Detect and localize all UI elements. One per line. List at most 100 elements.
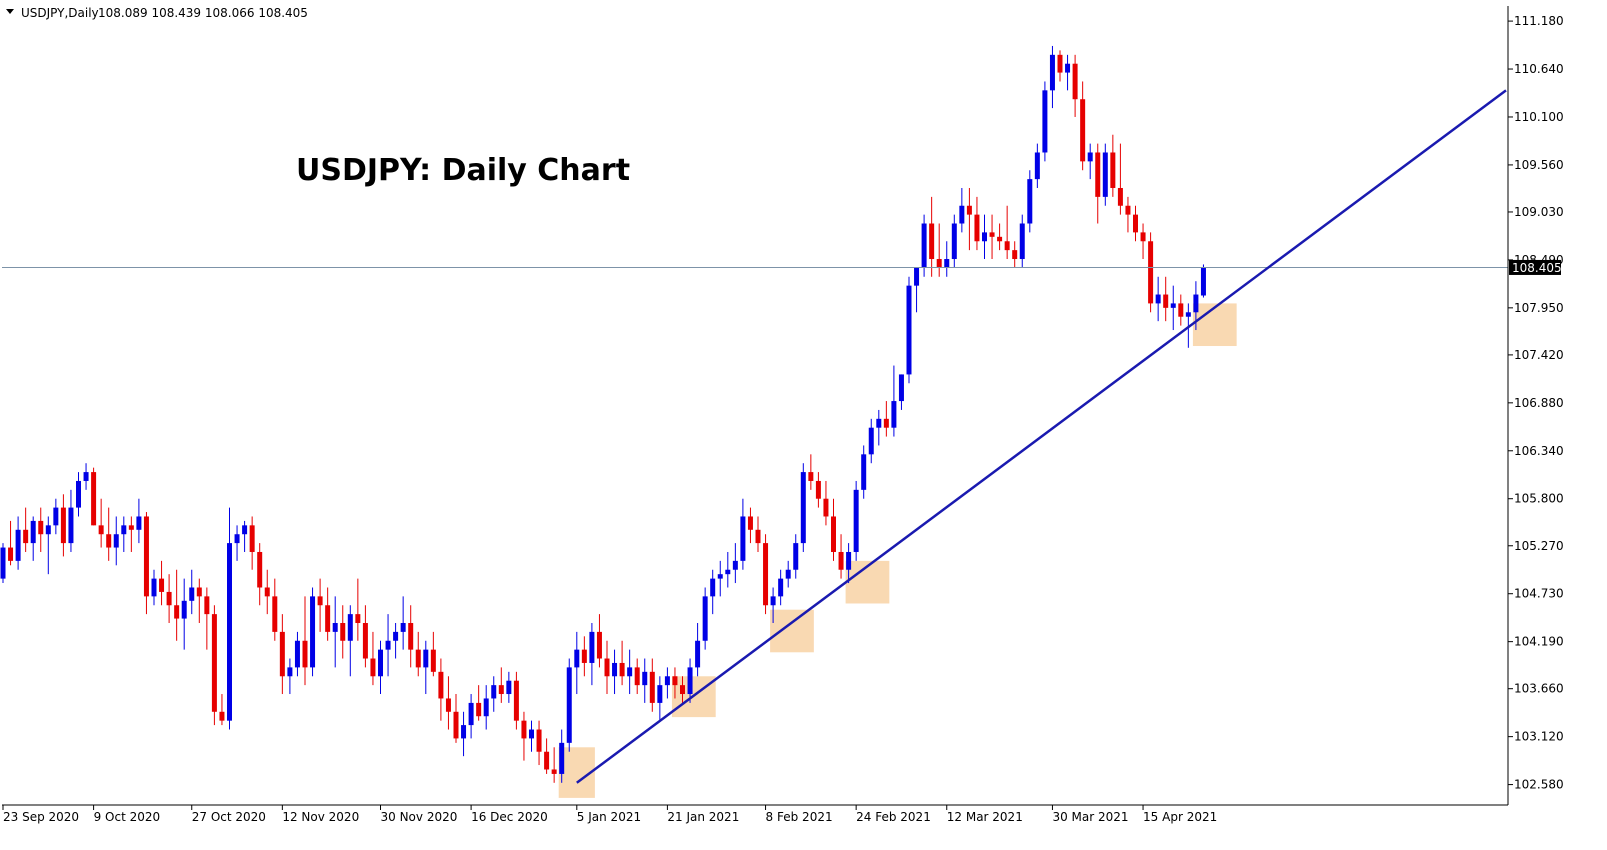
candle xyxy=(378,640,383,695)
candle xyxy=(997,223,1003,251)
candle-body xyxy=(717,574,723,579)
candle-body xyxy=(113,534,119,548)
candle xyxy=(559,729,565,783)
candle-body xyxy=(1049,54,1055,91)
candle-body xyxy=(355,614,361,624)
candle xyxy=(76,472,81,517)
candle-body xyxy=(0,547,6,579)
candle xyxy=(211,605,217,726)
price-scale-bg xyxy=(1508,0,1607,850)
candle xyxy=(1170,285,1176,331)
candle-body xyxy=(619,662,625,677)
candle xyxy=(332,596,338,668)
candle xyxy=(294,631,300,677)
candle xyxy=(1117,143,1123,215)
candle xyxy=(181,578,187,650)
candle xyxy=(853,480,859,561)
candle xyxy=(740,498,746,570)
candle-body xyxy=(83,472,89,481)
candle xyxy=(302,596,308,686)
y-tick-label: 110.100 xyxy=(1514,110,1564,124)
candle-body xyxy=(793,543,799,570)
candle-body xyxy=(513,680,519,721)
candle xyxy=(272,578,278,641)
candle-body xyxy=(966,205,972,215)
y-tick-label: 109.030 xyxy=(1514,205,1564,219)
candle xyxy=(15,516,21,570)
candle-body xyxy=(551,769,557,774)
candle xyxy=(566,658,572,752)
candle-body xyxy=(747,516,753,530)
candle xyxy=(1155,276,1161,322)
candle-body xyxy=(166,591,172,606)
candle xyxy=(544,738,550,774)
candle-body xyxy=(317,596,323,606)
candle xyxy=(483,685,489,730)
candle xyxy=(1148,232,1154,313)
candle-body xyxy=(461,725,467,739)
candle-body xyxy=(264,587,270,597)
x-tick-label: 24 Feb 2021 xyxy=(856,810,931,824)
candle xyxy=(596,614,602,668)
candle xyxy=(831,498,836,561)
candle-body xyxy=(400,623,406,632)
candle xyxy=(959,187,965,233)
candle-body xyxy=(574,649,580,668)
candle xyxy=(415,631,421,677)
candle-body xyxy=(1200,267,1206,296)
candle-body xyxy=(181,600,187,619)
candle-body xyxy=(868,427,874,455)
candle xyxy=(8,520,14,566)
candle xyxy=(529,720,534,752)
ohlc-values: 108.089 108.439 108.066 108.405 xyxy=(98,6,308,20)
candle xyxy=(219,694,225,726)
candle-body xyxy=(45,525,51,535)
y-tick-label: 106.340 xyxy=(1514,444,1564,458)
support-zone-4 xyxy=(845,560,890,604)
candle xyxy=(189,569,195,615)
x-axis-ticks: 23 Sep 2020 9 Oct 2020 27 Oct 2020 12 Nov 2… xyxy=(2,805,1217,824)
candle-body xyxy=(468,702,474,726)
candle xyxy=(619,640,625,686)
candle-body xyxy=(566,667,572,743)
candle xyxy=(1200,264,1206,298)
collapse-triangle-icon[interactable] xyxy=(6,9,14,14)
candle xyxy=(83,463,89,490)
x-tick-label: 27 Oct 2020 xyxy=(192,810,266,824)
support-zones xyxy=(558,303,1237,798)
candle xyxy=(1049,45,1055,109)
candle-body xyxy=(657,685,663,703)
candle-body xyxy=(38,520,44,535)
candle-body xyxy=(1087,152,1093,162)
candle xyxy=(30,516,36,561)
candle xyxy=(1125,196,1131,233)
candle-body xyxy=(997,236,1003,242)
candle-body xyxy=(294,640,300,668)
candle-body xyxy=(310,596,316,668)
candle xyxy=(627,649,633,695)
candle xyxy=(695,623,701,677)
candle xyxy=(136,498,142,544)
candle-body xyxy=(453,711,459,739)
candle-body xyxy=(60,507,66,544)
candle xyxy=(1102,143,1108,206)
candle-body xyxy=(1178,303,1184,317)
candle xyxy=(38,507,44,552)
candle-body xyxy=(808,472,814,481)
candle xyxy=(1012,241,1018,268)
candle xyxy=(159,560,165,606)
candle xyxy=(91,467,97,526)
candle xyxy=(1095,143,1101,224)
candle-body xyxy=(559,742,565,774)
candle-body xyxy=(430,649,436,672)
candle xyxy=(1080,81,1086,171)
candle-body xyxy=(1012,250,1018,260)
candle xyxy=(1065,54,1071,91)
candle-body xyxy=(1133,214,1138,233)
y-tick-label: 103.120 xyxy=(1514,730,1564,744)
candle xyxy=(604,640,610,695)
candle xyxy=(355,578,361,641)
candle xyxy=(914,267,920,313)
candle-body xyxy=(982,232,987,242)
